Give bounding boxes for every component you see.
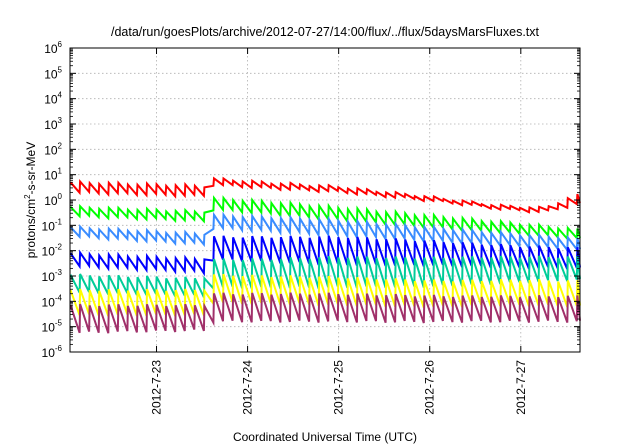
y-tick-label: 105 (44, 65, 62, 81)
series-line (69, 176, 581, 214)
y-tick-label: 10-1 (42, 217, 63, 233)
chart-title: /data/run/goesPlots/archive/2012-07-27/1… (111, 25, 540, 39)
y-tick-labels: 10-6 10-5 10-4 10-3 10-2 10-1 100 101 102 103 104 1… (42, 40, 63, 360)
y-tick-label: 10-5 (42, 319, 63, 335)
x-tick-label: 2012-7-27 (514, 360, 528, 415)
x-tick-label: 2012-7-24 (241, 360, 255, 415)
y-tick-label: 102 (44, 141, 62, 157)
y-axis-label: protons/cm2-s-sr-MeV (23, 142, 38, 258)
y-tick-label: 10-3 (42, 268, 63, 284)
y-tick-label: 10-4 (42, 293, 63, 309)
x-axis-label: Coordinated Universal Time (UTC) (233, 430, 417, 444)
y-tick-label: 101 (44, 167, 62, 183)
y-tick-label: 10-2 (42, 243, 63, 259)
y-tick-label: 10-6 (42, 344, 63, 360)
x-tick-label: 2012-7-25 (332, 360, 346, 415)
y-tick-label: 103 (44, 116, 62, 132)
y-tick-label: 104 (44, 91, 62, 107)
y-tick-label: 106 (44, 40, 62, 56)
x-tick-labels: 2012-7-23 2012-7-24 2012-7-25 2012-7-26 2012… (150, 360, 528, 415)
x-tick-label: 2012-7-26 (423, 360, 437, 415)
y-tick-label: 100 (44, 192, 62, 208)
axis-ticks (70, 47, 580, 353)
series-line (69, 211, 581, 253)
x-tick-label: 2012-7-23 (150, 360, 164, 415)
series-line (69, 292, 581, 334)
data-series (69, 176, 581, 334)
